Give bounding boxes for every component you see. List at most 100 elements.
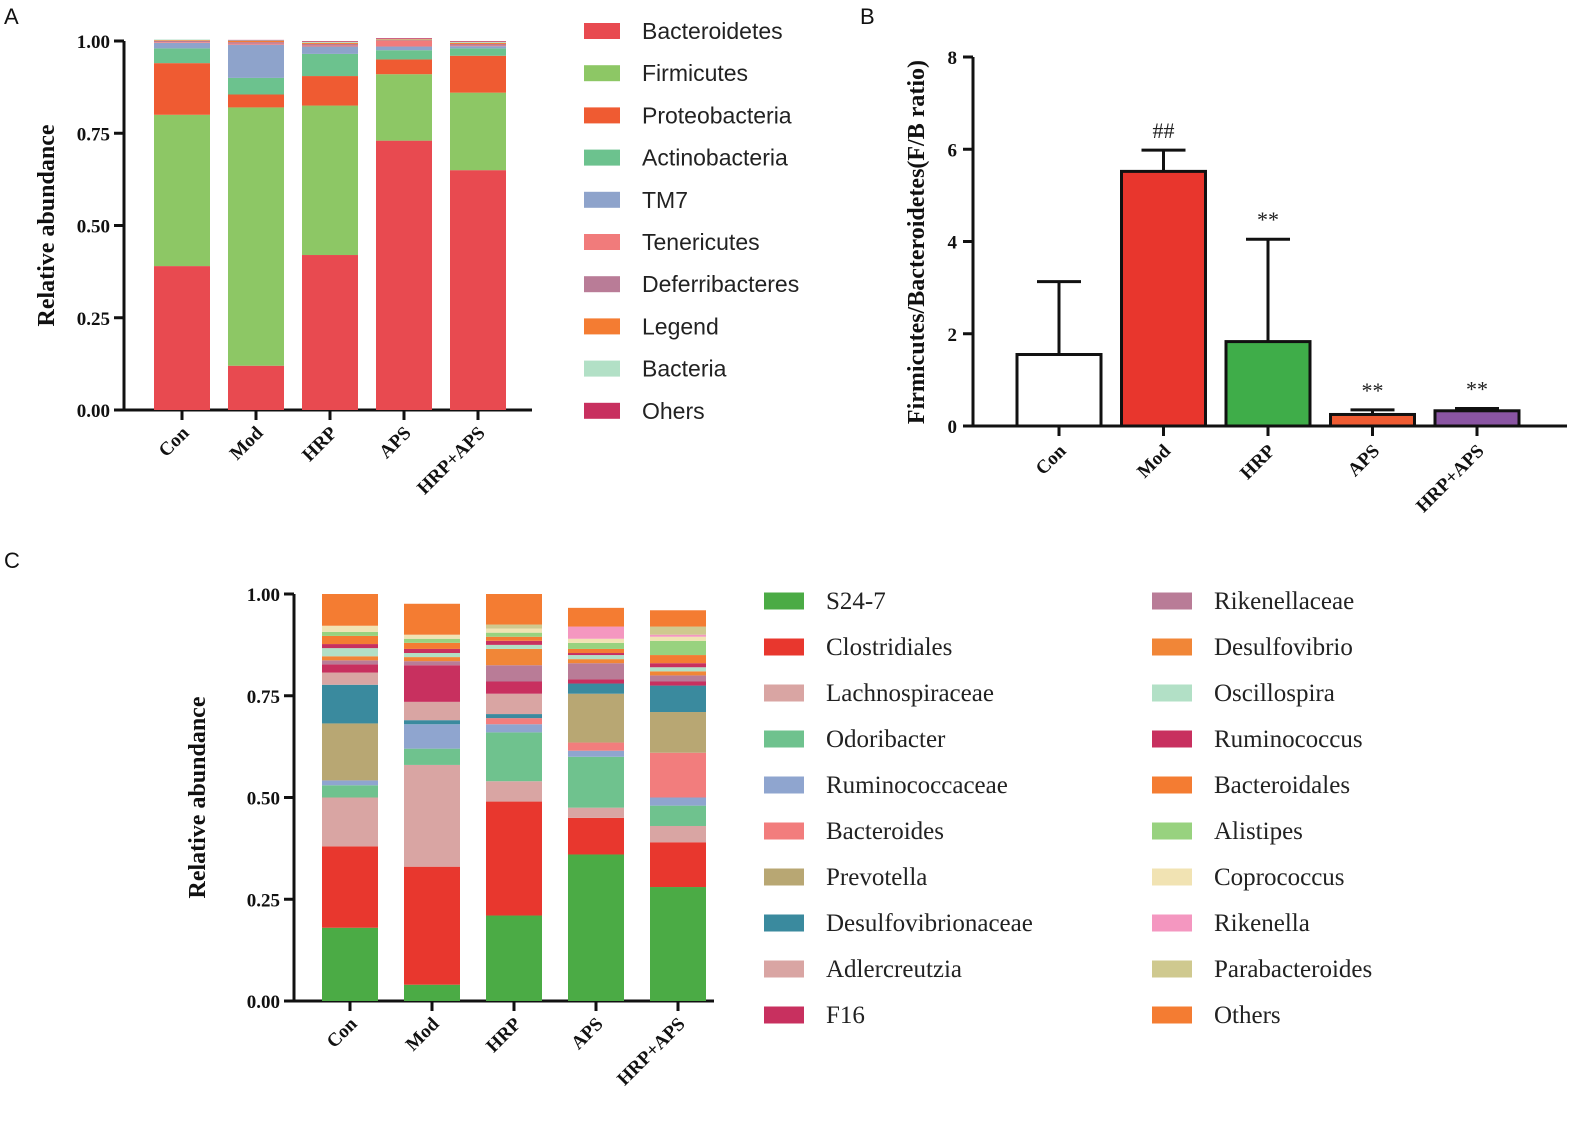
- legend-item-ohers: Ohers: [642, 398, 705, 424]
- bar-segment-ruminococcus: [486, 640, 542, 645]
- legend-item-ruminococcus: Ruminococcus: [1214, 726, 1363, 753]
- panel-label-a: A: [4, 4, 19, 29]
- legend-swatch: [764, 592, 804, 610]
- bar-segment-proteobacteria: [302, 76, 358, 106]
- x-tick-label: Con: [1032, 440, 1071, 479]
- legend-item-s24-7: S24-7: [826, 588, 886, 615]
- bar-segment-proteobacteria: [154, 63, 210, 115]
- legend-swatch: [1152, 1006, 1192, 1024]
- bar-segment-others: [568, 607, 624, 627]
- panel-label-b: B: [860, 4, 875, 29]
- bar-segment-ohers: [302, 41, 358, 42]
- x-tick-label: Con: [323, 1013, 362, 1052]
- bar-segment-prevotella: [650, 712, 706, 753]
- bar-hrp: [1224, 340, 1312, 428]
- y-axis-label: Relative abundance: [34, 124, 60, 326]
- bar-segment-f16: [404, 665, 460, 702]
- bar-segment-adlercreutzia: [404, 701, 460, 721]
- bar-segment-tenericutes: [376, 41, 432, 47]
- legend-item-legend: Legend: [642, 313, 719, 339]
- bar-segment-odoribacter: [650, 805, 706, 826]
- bar-segment-legend: [450, 42, 506, 44]
- bar-segment-lachnospiraceae: [650, 825, 706, 843]
- legend-swatch: [764, 1006, 804, 1024]
- bar-segment-proteobacteria: [376, 59, 432, 75]
- bar-segment-lachnospiraceae: [404, 764, 460, 867]
- bar-segment-deferribacteres: [376, 40, 432, 41]
- bar-segment-deferribacteres: [302, 43, 358, 46]
- bar-segment-clostridiales: [322, 846, 378, 928]
- bar-segment-rikenellaceae: [322, 660, 378, 665]
- legend-swatch: [584, 360, 620, 377]
- bar-segment-firmicutes: [154, 114, 210, 267]
- bar-segment-actinobacteria: [228, 77, 284, 95]
- bar-segment-bacteroides: [486, 718, 542, 725]
- bar-segment-firmicutes: [450, 92, 506, 171]
- x-tick-label: HRP: [298, 422, 341, 465]
- bar-segment-tenericutes: [228, 43, 284, 45]
- bar-segment-ruminococcus: [650, 663, 706, 668]
- significance-marker: ##: [1153, 118, 1175, 143]
- bar-segment-coprococcus: [486, 628, 542, 633]
- legend-item-tm7: TM7: [642, 187, 688, 213]
- bar-segment-actinobacteria: [154, 48, 210, 64]
- bar-segment-tm7: [302, 46, 358, 54]
- bar-segment-bacteroidales: [404, 642, 460, 649]
- bar-segment-others: [404, 603, 460, 635]
- y-tick-label: 0.25: [77, 309, 110, 330]
- legend-swatch: [584, 107, 620, 124]
- bar-segment-desulfovibrionaceae: [486, 714, 542, 719]
- x-tick-label: HRP: [482, 1013, 525, 1056]
- bar-aps: [1329, 412, 1416, 428]
- bar-segment-ohers: [450, 41, 506, 42]
- legend-swatch: [584, 65, 620, 82]
- legend-swatch: [1152, 730, 1192, 748]
- bar-segment-bacteroides: [650, 752, 706, 798]
- bar-segment-bacteroidetes: [228, 365, 284, 410]
- bar-segment-others: [322, 594, 378, 626]
- legend-item-bacteroidales: Bacteroidales: [1214, 772, 1350, 799]
- bar-segment-s24-7: [650, 887, 706, 1001]
- bar-hrp-aps: [1433, 409, 1521, 428]
- y-tick-label: 6: [948, 140, 958, 161]
- x-tick-label: Mod: [1133, 440, 1175, 482]
- legend-swatch: [764, 776, 804, 794]
- bar-segment-clostridiales: [568, 817, 624, 855]
- bar-segment-others: [650, 610, 706, 627]
- bar-segment-bacteroidetes: [154, 266, 210, 410]
- chart-a-phylum-abundance: 0.00 0.25 0.50 0.75 1.00 Relative abundance Co…: [34, 18, 799, 499]
- bar-segment-rikenellaceae: [650, 675, 706, 682]
- bar-segment-oscillospira: [568, 655, 624, 660]
- legend-swatch: [764, 960, 804, 978]
- legend-swatch: [1152, 914, 1192, 932]
- bar-segment-bacteria: [450, 41, 506, 43]
- bar-segment-rikenellaceae: [486, 665, 542, 682]
- bar-segment-clostridiales: [650, 842, 706, 888]
- bar-segment-actinobacteria: [302, 53, 358, 77]
- bar-segment-ruminococcus: [322, 644, 378, 649]
- legend-swatch: [1152, 638, 1192, 656]
- bar-segment-rikenellaceae: [404, 661, 460, 666]
- bar-segment-f16: [650, 681, 706, 686]
- x-tick-label: APS: [1344, 441, 1384, 481]
- legend-item-bacteroides: Bacteroides: [826, 818, 944, 845]
- bar-segment-coprococcus: [404, 634, 460, 639]
- bar-segment-desulfovibrionaceae: [322, 684, 378, 724]
- bar-segment-deferribacteres: [450, 43, 506, 46]
- significance-marker: **: [1257, 207, 1279, 232]
- bar-segment-desulfovibrionaceae: [568, 683, 624, 694]
- y-tick-label: 1.00: [77, 32, 110, 53]
- bar-segment-oscillospira: [404, 653, 460, 658]
- bar-segment-alistipes: [650, 640, 706, 656]
- bar-segment-legend: [302, 42, 358, 44]
- x-tick-label: APS: [567, 1014, 607, 1054]
- bar-segment-lachnospiraceae: [568, 807, 624, 818]
- bar-segment-firmicutes: [302, 105, 358, 256]
- legend-swatch: [764, 638, 804, 656]
- legend-swatch: [584, 149, 620, 166]
- bar-segment-alistipes: [486, 632, 542, 637]
- bar-segment-coprococcus: [568, 638, 624, 643]
- legend-item-clostridiales: Clostridiales: [826, 634, 952, 661]
- bar-segment-odoribacter: [322, 785, 378, 798]
